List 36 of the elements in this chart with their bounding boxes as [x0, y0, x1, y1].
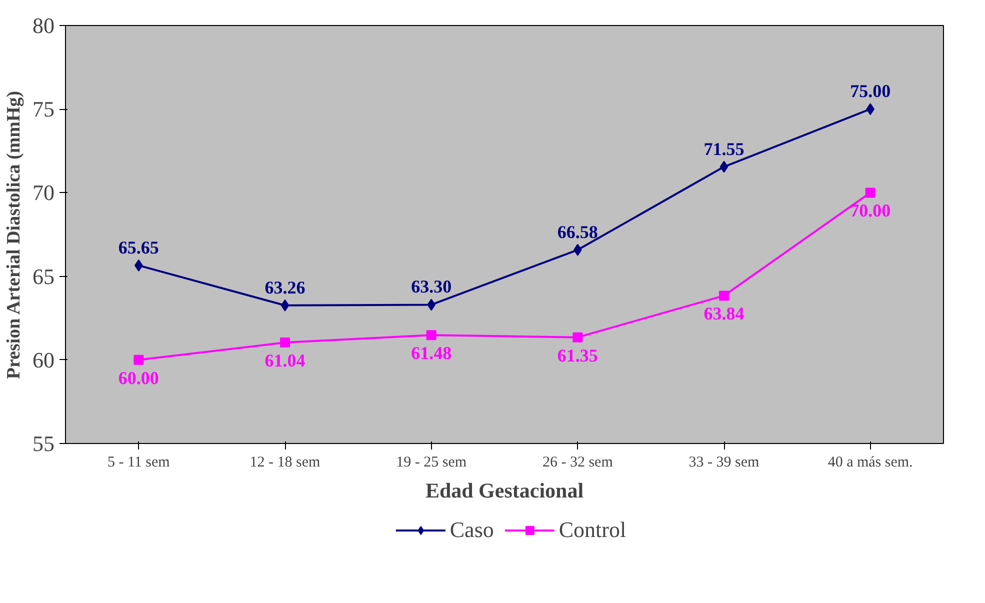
legend-label: Control	[558, 517, 626, 543]
point	[719, 290, 729, 301]
data-label: 61.48	[411, 343, 452, 364]
x-axis-title: Edad Gestacional	[425, 478, 584, 502]
point	[865, 188, 876, 198]
y-tick-label: 80	[32, 13, 54, 38]
y-tick-label: 55	[32, 431, 54, 456]
y-axis-title: Presion Arterial Diastolica (mmHg)	[4, 90, 24, 380]
y-tick-label: 65	[32, 264, 54, 289]
y-tick-label: 70	[32, 180, 54, 206]
point	[720, 160, 728, 173]
point	[426, 330, 436, 340]
data-label: 66.58	[557, 222, 598, 242]
x-tick-label: 33 - 39 sem	[688, 454, 760, 470]
x-tick-label: 19 - 25 sem	[396, 454, 467, 470]
data-label: 63.84	[704, 304, 744, 324]
legend-label: Caso	[450, 517, 494, 543]
data-label: 60.00	[118, 368, 159, 388]
data-label: 63.30	[411, 276, 452, 297]
x-tick-label: 12 - 18 sem	[250, 454, 321, 470]
x-tick-label: 40 a más sem.	[828, 454, 913, 470]
x-tick-label: 5 - 11 sem	[107, 454, 170, 470]
x-tick-label: 26 - 32 sem	[542, 454, 614, 470]
data-label: 70.00	[850, 200, 891, 221]
point	[572, 332, 583, 342]
y-tick-label: 75	[32, 96, 54, 122]
data-label: 65.65	[118, 237, 159, 258]
data-label: 63.26	[264, 277, 306, 298]
point	[134, 354, 144, 365]
data-label: 61.04	[264, 350, 306, 371]
point	[280, 299, 290, 312]
y-tick-label: 60	[32, 347, 54, 372]
data-label: 61.35	[557, 345, 598, 366]
data-label: 71.55	[704, 138, 744, 159]
point	[280, 338, 290, 348]
data-label: 75.00	[850, 81, 891, 102]
